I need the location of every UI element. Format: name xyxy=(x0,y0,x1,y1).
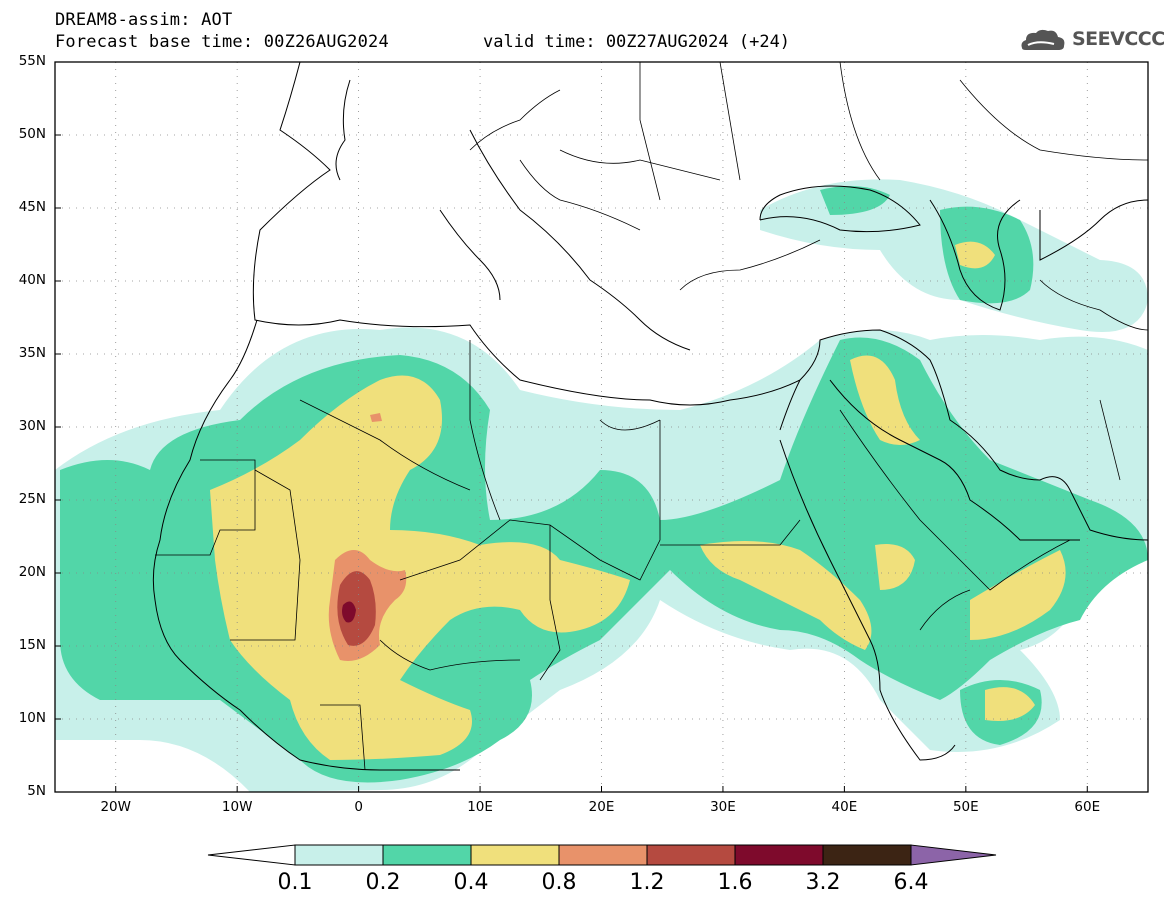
colorbar-high-arrow xyxy=(910,844,997,866)
y-tick-label: 40N xyxy=(18,272,46,288)
colorbar-bin xyxy=(382,844,472,866)
colorbar-label: 1.2 xyxy=(629,870,665,895)
x-tick-label: 10E xyxy=(467,799,493,815)
valid-time: valid time: 00Z27AUG2024 (+24) xyxy=(483,32,791,52)
x-tick-label: 30E xyxy=(710,799,736,815)
x-tick-label: 20E xyxy=(588,799,615,815)
y-tick-label: 30N xyxy=(18,418,46,434)
y-tick-label: 10N xyxy=(18,710,46,726)
colorbar-low-arrow xyxy=(207,844,296,866)
coastlines xyxy=(152,62,1148,771)
forecast-base-time: Forecast base time: 00Z26AUG2024 xyxy=(55,32,389,52)
colorbar-bin xyxy=(734,844,824,866)
y-tick-label: 15N xyxy=(18,637,46,653)
colorbar-label: 3.2 xyxy=(805,870,841,895)
x-tick-label: 50E xyxy=(952,799,979,815)
country-borders xyxy=(155,62,1148,771)
colorbar-label: 0.1 xyxy=(277,870,313,895)
colorbar-bin xyxy=(822,844,912,866)
x-tick-label: 20W xyxy=(100,799,131,815)
colorbar-label: 1.6 xyxy=(717,870,753,895)
y-tick-label: 25N xyxy=(18,491,46,507)
x-tick-label: 10W xyxy=(221,799,253,815)
y-tick-label: 20N xyxy=(18,564,46,580)
colorbar-label: 0.8 xyxy=(541,870,577,895)
colorbar-label: 6.4 xyxy=(893,870,929,895)
y-tick-label: 55N xyxy=(18,53,46,69)
y-tick-label: 45N xyxy=(18,199,46,215)
colorbar-bin xyxy=(294,844,384,866)
colorbar-label: 0.4 xyxy=(453,870,489,895)
axis-ticks xyxy=(55,61,1088,793)
colorbar-bin xyxy=(470,844,560,866)
colorbar-bin xyxy=(558,844,648,866)
map-title: DREAM8-assim: AOT xyxy=(55,10,233,30)
colorbar xyxy=(207,844,997,866)
x-tick-label: 40E xyxy=(831,799,858,815)
x-tick-label: 0 xyxy=(354,799,363,815)
x-tick-label: 60E xyxy=(1074,799,1101,815)
colorbar-label: 0.2 xyxy=(365,870,401,895)
y-tick-label: 50N xyxy=(18,126,46,142)
y-tick-label: 35N xyxy=(18,345,46,361)
grid-lines xyxy=(55,62,1148,792)
logo-text: SEEVCCC xyxy=(1072,28,1165,50)
cloud-icon xyxy=(1021,29,1065,50)
y-tick-label: 5N xyxy=(27,783,46,799)
colorbar-bin xyxy=(646,844,736,866)
